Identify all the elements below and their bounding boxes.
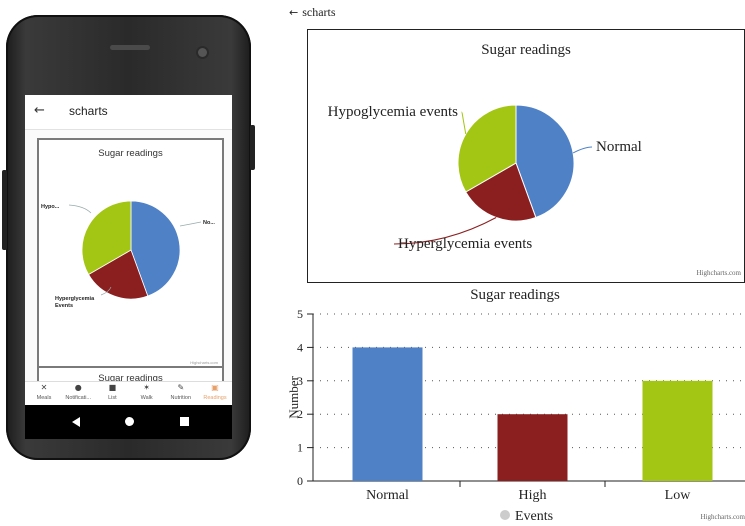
pie-chart: Normal Hyperglycemia events Hypoglycemia e… (328, 104, 642, 252)
page-title: scharts (302, 5, 336, 19)
volume-button (2, 170, 7, 250)
tab-walk[interactable]: ✶ Walk (130, 382, 164, 405)
bar-normal[interactable] (352, 347, 423, 481)
pie-connector (461, 111, 467, 135)
bar-chart: 0 1 2 3 4 5 Number Normal High Low Events (286, 307, 745, 524)
mini-chart-credit: Highcharts.com (190, 360, 218, 365)
legend-label[interactable]: Events (515, 509, 553, 524)
pie-connector (572, 146, 593, 154)
mini-pie-label: Hypo... (41, 204, 60, 210)
tab-meals[interactable]: ✕ Meals (27, 382, 61, 405)
mini-chart-title: Sugar readings (98, 148, 163, 159)
y-axis-label: Number (286, 376, 301, 419)
bar-high[interactable] (497, 414, 568, 481)
pie-chart-credit[interactable]: Highcharts.com (696, 269, 741, 277)
bar-chart-title: Sugar readings (470, 287, 560, 303)
pie-label-normal: Normal (596, 139, 642, 155)
bar-chart-card: Sugar readings 0 1 2 3 4 5 Number Normal High Low… (285, 283, 745, 526)
tab-label: Readings (203, 395, 227, 401)
front-camera (198, 48, 207, 57)
y-tick-label: 2 (297, 407, 303, 421)
x-tick-label: High (519, 488, 547, 503)
nav-recent-icon[interactable] (180, 417, 189, 426)
earpiece-speaker (110, 45, 150, 50)
mini-second-chart-title: Sugar readings (98, 373, 163, 384)
power-button (250, 125, 255, 170)
walk-icon: ✶ (143, 383, 150, 392)
pie-label-hypoglycemia-events: Hypoglycemia events (328, 104, 459, 120)
x-tick-label: Low (665, 488, 692, 503)
fork-knife-icon: ✕ (40, 383, 48, 392)
pie-slice-hypoglycemia-events[interactable] (457, 104, 517, 193)
y-tick-label: 3 (297, 374, 303, 388)
y-tick-label: 4 (297, 340, 303, 354)
bar-chart-credit[interactable]: Highcharts.com (700, 513, 745, 521)
camera-icon: ▣ (211, 383, 219, 392)
mini-pie-label: No... (203, 220, 215, 226)
y-tick-label: 1 (297, 441, 303, 455)
pie-slice-normal[interactable] (515, 104, 575, 219)
tab-label: Notificati... (65, 395, 92, 401)
nav-home-icon[interactable] (125, 417, 134, 426)
y-tick-label: 5 (297, 307, 303, 321)
tab-label: List (108, 395, 117, 401)
tab-label: Nutrition (170, 395, 192, 401)
app-title: scharts (69, 104, 108, 118)
tab-label: Meals (36, 395, 52, 401)
list-icon: ■ (108, 383, 117, 392)
mini-pie-chart-card: Sugar readings Hypo... No... Hyperglycemia… (37, 138, 224, 369)
app-header: ← scharts (25, 95, 232, 130)
tab-list[interactable]: ■ List (95, 382, 129, 405)
pie-label-hyperglycemia-events: Hyperglycemia events (398, 236, 532, 252)
mini-pie-label: Hyperglycemia (55, 296, 95, 302)
arrow-left-icon[interactable]: ← (34, 103, 45, 118)
bottom-tab-bar: ✕ Meals ● Notificati... ■ List ✶ Walk ✎ Nutrition… (25, 381, 232, 405)
tab-nutrition[interactable]: ✎ Nutrition (164, 382, 198, 405)
pie-chart-card: Sugar readings Normal Hyperglycemia event… (307, 29, 745, 283)
mini-pie-connector (100, 286, 112, 296)
legend-marker[interactable] (500, 510, 510, 520)
tab-label: Walk (140, 395, 153, 401)
mini-pie-slice[interactable] (130, 200, 181, 297)
bar-low[interactable] (642, 380, 713, 481)
nav-back-icon[interactable] (72, 417, 80, 427)
y-tick-label: 0 (297, 474, 303, 488)
pie-connector (393, 217, 497, 245)
tab-readings[interactable]: ▣ Readings (198, 382, 232, 405)
carrot-icon: ✎ (177, 383, 185, 392)
phone-mockup: ← scharts Sugar readings Hypo... No... Hyp… (2, 15, 255, 460)
mini-pie-slice[interactable] (81, 200, 132, 276)
mini-pie-slice[interactable] (88, 249, 149, 300)
bell-icon: ● (74, 383, 82, 392)
mini-pie-connector (179, 221, 202, 227)
tab-notificati[interactable]: ● Notificati... (61, 382, 95, 405)
pie-chart-title: Sugar readings (481, 42, 571, 58)
x-tick-label: Normal (366, 488, 409, 503)
android-nav-bar (25, 405, 232, 439)
pie-slice-hyperglycemia-events[interactable] (465, 162, 537, 222)
arrow-left-icon[interactable]: ← (289, 6, 299, 19)
page-header: ← scharts (289, 5, 336, 20)
mini-pie-connector (68, 204, 92, 214)
mini-pie-label: Events (55, 303, 73, 309)
phone-screen: ← scharts Sugar readings Hypo... No... Hyp… (25, 95, 232, 405)
